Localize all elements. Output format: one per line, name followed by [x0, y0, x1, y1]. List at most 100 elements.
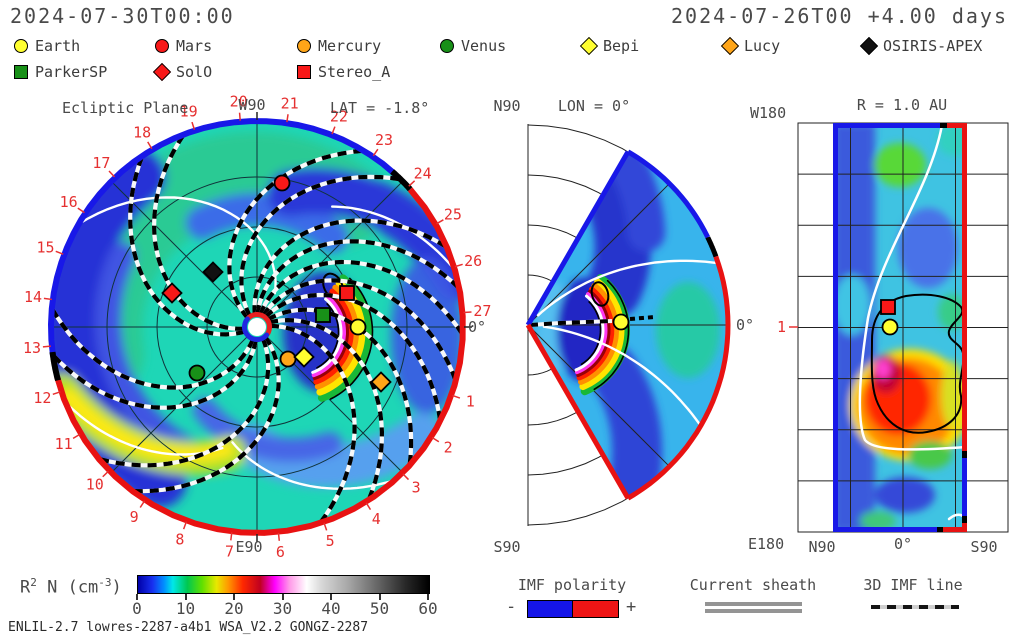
density-colorbar — [137, 575, 430, 594]
legend-label: Stereo_A — [318, 63, 391, 81]
legend-label: SolO — [176, 63, 213, 81]
legend-item-stereo-a: Stereo_A — [297, 63, 390, 81]
marker-lucy — [370, 371, 392, 393]
imf-positive-swatch — [572, 600, 619, 618]
day-tick-label: 8 — [175, 530, 184, 548]
day-tick-label: 17 — [92, 154, 110, 172]
legend-label: OSIRIS-APEX — [883, 37, 983, 55]
ecliptic-e90-label: E90 — [235, 538, 262, 556]
colorbar-tickmark — [330, 594, 332, 600]
map-title: R = 1.0 AU — [857, 96, 947, 114]
map-zero-label: 0° — [894, 535, 912, 553]
map-w180-label: W180 — [750, 104, 786, 122]
legend-label: ParkerSP — [35, 63, 108, 81]
colorbar-tick-label: 40 — [321, 599, 341, 618]
legend-label: Venus — [461, 37, 507, 55]
legend-label: Lucy — [744, 37, 781, 55]
day-tick-label: 4 — [372, 510, 381, 528]
ecliptic-title: Ecliptic Plane — [62, 99, 188, 117]
ecliptic-w90-label: W90 — [238, 96, 265, 114]
day-tick-label: 19 — [180, 103, 198, 121]
marker-stereo_a — [339, 285, 355, 301]
imf-line-sample-icon — [871, 605, 959, 609]
marker-stereo_a — [880, 299, 896, 315]
earth-marker-icon — [14, 39, 28, 53]
legend-label: Bepi — [603, 37, 640, 55]
radial-map-panel: W180 R = 1.0 AU E180 N90 0° S90 1 — [748, 96, 1009, 556]
meridional-plane-panel: N90 LON = 0° S90 0° — [493, 97, 754, 556]
legend-item-bepi: Bepi — [579, 36, 640, 56]
day-tick-label: 27 — [473, 302, 491, 320]
legend-item-mercury: Mercury — [297, 37, 381, 55]
current-sheath-sample-icon — [705, 602, 802, 606]
mercury-marker-icon — [297, 39, 311, 53]
legend-item-osiris-apex: OSIRIS-APEX — [859, 36, 983, 56]
meridional-zero-label: 0° — [736, 316, 754, 334]
imf-line-title: 3D IMF line — [863, 576, 963, 594]
day-tick-label: 20 — [230, 93, 248, 111]
current-sheath-sample-icon — [705, 609, 802, 613]
colorbar-label: R2 N (cm-3) — [20, 576, 122, 598]
colorbar-tickmark — [233, 594, 235, 600]
legend-item-lucy: Lucy — [720, 36, 781, 56]
map-n90-label: N90 — [808, 538, 835, 556]
ecliptic-lat-label: LAT = -1.8° — [330, 99, 429, 117]
day-tick-label: 6 — [276, 543, 285, 561]
day-tick-label: 22 — [330, 107, 348, 125]
colorbar-tick-label: 0 — [132, 599, 142, 618]
marker-earth — [349, 318, 367, 336]
mars-marker-icon — [155, 39, 169, 53]
colorbar-tick-label: 10 — [175, 599, 196, 618]
colorbar-tick-label: 60 — [418, 599, 438, 618]
meridional-title: LON = 0° — [558, 97, 630, 115]
current-sheath-title: Current sheath — [689, 576, 817, 594]
legend-item-venus: Venus — [440, 37, 506, 55]
colorbar-tickmark — [136, 594, 138, 600]
model-version-info: ENLIL-2.7 lowres-2287-a4b1 WSA_V2.2 GONG… — [8, 620, 369, 635]
day-tick-label: 9 — [130, 508, 139, 526]
colorbar-tickmark — [184, 594, 187, 600]
colorbar-tick-label: 20 — [224, 599, 244, 618]
parkersp-marker-icon — [14, 65, 28, 79]
marker-osiris-apex — [202, 261, 224, 283]
map-y-tick-label: 1 — [777, 318, 786, 336]
day-tick-label: 7 — [225, 542, 234, 560]
day-tick-label: 10 — [86, 475, 104, 493]
legend-item-earth: Earth — [14, 37, 80, 55]
meridional-s90-label: S90 — [493, 538, 520, 556]
forecast-offset-timestamp: 2024-07-26T00 +4.00 days — [671, 4, 1008, 28]
day-tick-label: 26 — [464, 252, 482, 270]
legend-item-solo: SolO — [152, 62, 213, 82]
colorbar-tick-label: 50 — [369, 599, 390, 618]
colorbar-tickmark — [281, 594, 284, 600]
day-tick-label: 18 — [133, 123, 151, 141]
legend-label: Earth — [35, 37, 81, 55]
day-tick-label: 21 — [281, 94, 299, 112]
day-tick-label: 2 — [444, 439, 453, 457]
colorbar-tickmark — [427, 594, 429, 600]
imf-plus-sign: + — [626, 597, 637, 617]
legend-label: Mercury — [318, 37, 382, 55]
day-tick-label: 11 — [55, 435, 73, 453]
marker-venus — [188, 364, 206, 382]
day-tick-label: 14 — [24, 288, 42, 306]
map-e180-label: E180 — [748, 535, 784, 553]
imf-negative-swatch — [527, 600, 573, 618]
legend-label: Mars — [176, 37, 213, 55]
marker-solo — [161, 282, 183, 304]
meridional-n90-label: N90 — [493, 97, 520, 115]
marker-earth — [881, 318, 899, 336]
day-tick-label: 24 — [414, 164, 432, 182]
venus-marker-icon — [440, 39, 454, 53]
stereo-a-marker-icon — [297, 65, 311, 79]
legend-item-mars: Mars — [155, 37, 212, 55]
marker-parkersp — [315, 307, 331, 323]
day-tick-label: 3 — [412, 478, 421, 496]
day-tick-label: 12 — [33, 389, 51, 407]
legend-item-parkersp: ParkerSP — [14, 63, 107, 81]
imf-polarity-title: IMF polarity — [517, 576, 627, 594]
colorbar-tickmark — [378, 594, 381, 600]
